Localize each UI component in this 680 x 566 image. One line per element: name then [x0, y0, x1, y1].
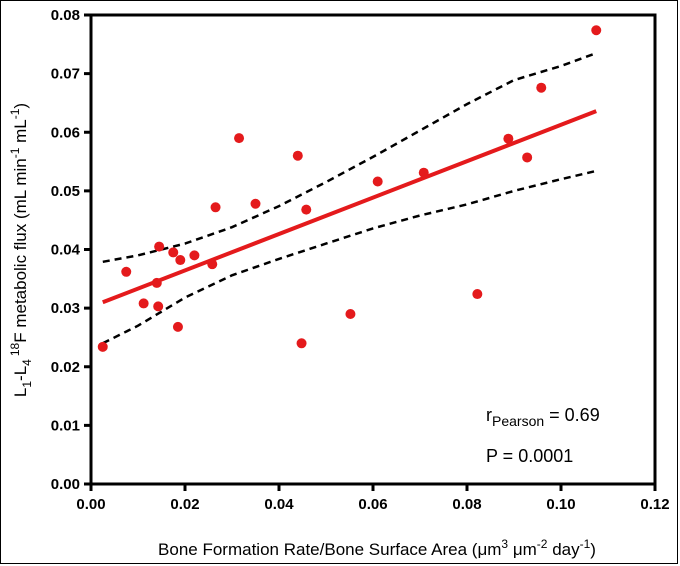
y-tick-label: 0.00 [51, 476, 80, 493]
data-point [301, 204, 312, 215]
data-point [151, 277, 162, 288]
y-tick-label: 0.01 [51, 417, 80, 434]
data-point [250, 198, 261, 209]
data-point [503, 133, 514, 144]
x-axis: 0.00 0.02 0.04 0.06 0.08 0.10 0.12 [76, 484, 670, 513]
ci-lower-line [102, 169, 597, 345]
data-point [153, 301, 164, 312]
data-point [168, 247, 179, 258]
y-tick-label: 0.05 [51, 183, 80, 200]
data-point [536, 82, 547, 93]
data-point [121, 266, 132, 277]
data-point [472, 289, 483, 300]
y-tick-label: 0.06 [51, 124, 80, 141]
data-point [292, 150, 303, 161]
y-tick-label: 0.02 [51, 359, 80, 376]
regression-line [102, 109, 597, 305]
x-tick-label: 0.08 [452, 496, 481, 513]
data-points [97, 25, 602, 352]
data-point [234, 133, 245, 144]
regression [102, 109, 597, 305]
y-tick-label: 0.03 [51, 300, 80, 317]
data-point [154, 241, 165, 252]
p-value-annotation: P = 0.0001 [486, 446, 573, 466]
pearson-r-annotation: rPearson = 0.69 [486, 405, 600, 429]
x-axis-title: Bone Formation Rate/Bone Surface Area (μ… [158, 537, 596, 559]
y-tick-label: 0.07 [51, 66, 80, 83]
y-tick-label: 0.08 [51, 7, 80, 24]
data-point [172, 321, 183, 332]
x-tick-label: 0.10 [546, 496, 575, 513]
data-point [296, 338, 307, 349]
x-tick-label: 0.00 [76, 496, 105, 513]
data-point [418, 167, 429, 178]
y-tick-label: 0.04 [51, 242, 81, 259]
data-point [189, 250, 200, 261]
data-point [175, 255, 186, 266]
x-tick-label: 0.02 [170, 496, 199, 513]
data-point [210, 202, 221, 213]
data-point [97, 341, 108, 352]
data-point [522, 152, 533, 163]
x-tick-label: 0.06 [358, 496, 387, 513]
data-point [372, 176, 383, 187]
data-point [207, 259, 218, 270]
data-point [345, 308, 356, 319]
y-axis: 0.00 0.01 0.02 0.03 0.04 0.05 0.06 0.07 0.08 [51, 7, 91, 493]
ci-upper-line [102, 51, 597, 264]
data-point [591, 25, 602, 36]
y-axis-title: L1-L418F metabolic flux (mL min-1 mL-1) [8, 103, 34, 397]
data-point [138, 298, 149, 309]
x-tick-label: 0.12 [640, 496, 669, 513]
x-tick-label: 0.04 [264, 496, 294, 513]
confidence-bands [102, 51, 597, 345]
